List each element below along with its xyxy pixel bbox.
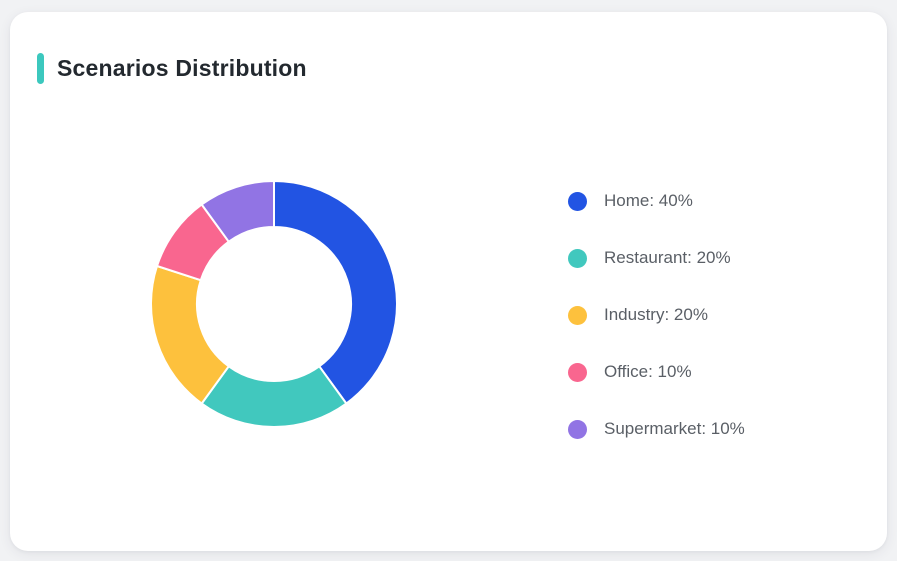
legend-item-home[interactable]: Home: 40%: [568, 189, 745, 213]
page-title: Scenarios Distribution: [57, 55, 307, 81]
legend-label-home: Home: 40%: [604, 191, 693, 210]
donut-segment-home[interactable]: [273, 180, 398, 405]
legend-label-industry: Industry: 20%: [604, 305, 708, 324]
legend-dot-industry: [568, 305, 587, 325]
legend-label-supermarket: Supermarket: 10%: [604, 419, 745, 438]
title-accent-bar: [37, 53, 44, 84]
donut-chart: [144, 174, 404, 434]
legend-dot-home: [568, 191, 587, 211]
donut-segment-supermarket[interactable]: [200, 180, 275, 243]
legend-item-office[interactable]: Office: 10%: [568, 360, 745, 384]
card-header: Scenarios Distribution: [37, 53, 307, 84]
legend-label-office: Office: 10%: [604, 362, 692, 381]
legend-dot-office: [568, 362, 587, 382]
legend-label-restaurant: Restaurant: 20%: [604, 248, 731, 267]
legend-item-industry[interactable]: Industry: 20%: [568, 303, 745, 327]
scenarios-distribution-card: Scenarios Distribution Home: 40% Restaur…: [10, 12, 887, 551]
legend-dot-supermarket: [568, 419, 587, 439]
legend-dot-restaurant: [568, 248, 587, 268]
donut-segment-restaurant[interactable]: [200, 365, 348, 428]
legend-item-restaurant[interactable]: Restaurant: 20%: [568, 246, 745, 270]
donut-chart-svg: [150, 180, 398, 428]
donut-segment-industry[interactable]: [150, 264, 230, 405]
legend-item-supermarket[interactable]: Supermarket: 10%: [568, 417, 745, 441]
chart-legend: Home: 40% Restaurant: 20% Industry: 20% …: [568, 189, 745, 441]
